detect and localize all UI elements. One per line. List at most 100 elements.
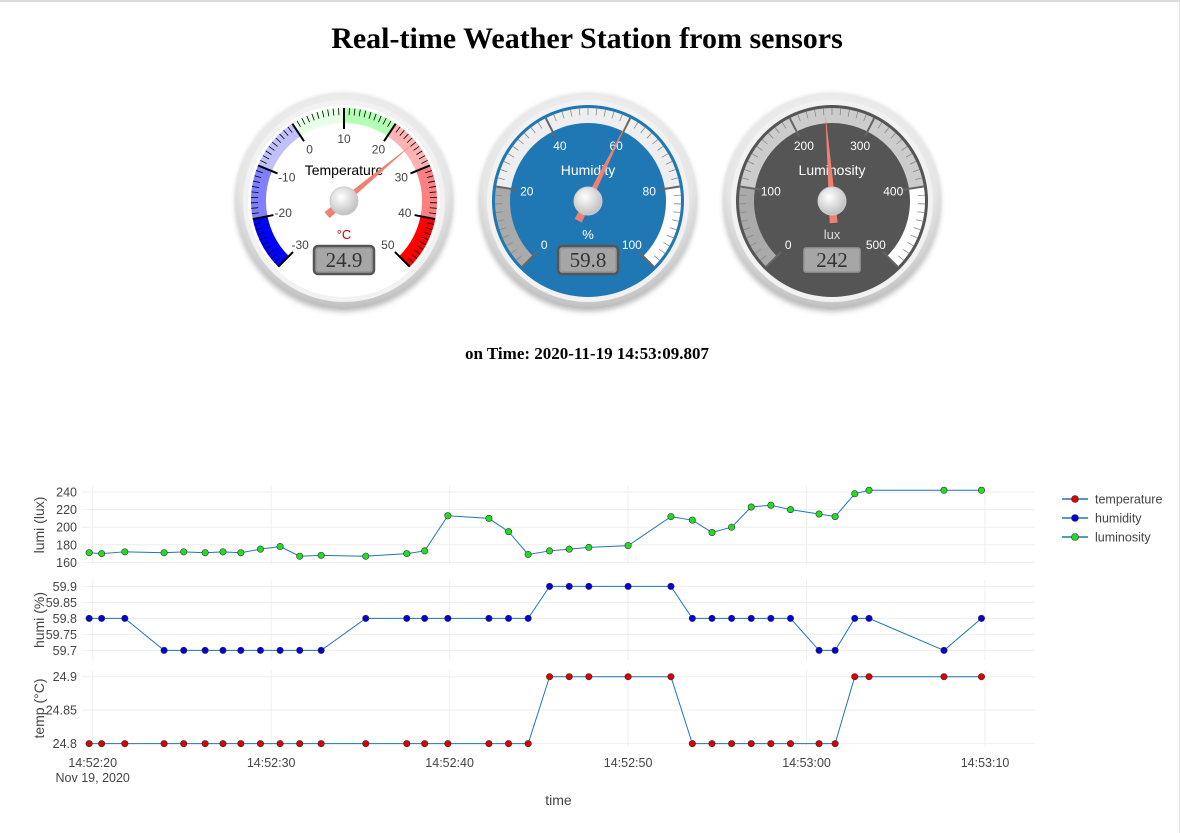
data-point-temperature[interactable] bbox=[317, 740, 325, 748]
data-point-luminosity[interactable] bbox=[624, 542, 632, 550]
data-point-luminosity[interactable] bbox=[767, 501, 775, 509]
data-point-humidity[interactable] bbox=[219, 646, 227, 654]
data-point-luminosity[interactable] bbox=[585, 543, 593, 551]
legend-item-luminosity[interactable]: luminosity bbox=[1062, 531, 1151, 545]
data-point-luminosity[interactable] bbox=[546, 547, 554, 555]
data-point-humidity[interactable] bbox=[708, 614, 716, 622]
data-point-temperature[interactable] bbox=[403, 740, 411, 748]
data-point-luminosity[interactable] bbox=[403, 550, 411, 558]
data-point-temperature[interactable] bbox=[624, 673, 632, 681]
data-point-humidity[interactable] bbox=[565, 582, 573, 590]
data-point-humidity[interactable] bbox=[121, 614, 129, 622]
data-point-temperature[interactable] bbox=[237, 740, 245, 748]
data-point-luminosity[interactable] bbox=[708, 528, 716, 536]
data-point-temperature[interactable] bbox=[815, 740, 823, 748]
data-point-humidity[interactable] bbox=[831, 646, 839, 654]
data-point-humidity[interactable] bbox=[728, 614, 736, 622]
data-point-humidity[interactable] bbox=[180, 646, 188, 654]
data-point-luminosity[interactable] bbox=[237, 549, 245, 557]
data-point-luminosity[interactable] bbox=[851, 490, 859, 498]
data-point-temperature[interactable] bbox=[940, 673, 948, 681]
data-point-temperature[interactable] bbox=[708, 740, 716, 748]
data-point-luminosity[interactable] bbox=[362, 552, 370, 560]
data-point-luminosity[interactable] bbox=[940, 486, 948, 494]
data-point-luminosity[interactable] bbox=[787, 506, 795, 514]
data-point-temperature[interactable] bbox=[688, 740, 696, 748]
data-point-luminosity[interactable] bbox=[565, 545, 573, 553]
data-point-humidity[interactable] bbox=[767, 614, 775, 622]
data-point-temperature[interactable] bbox=[160, 740, 168, 748]
data-point-humidity[interactable] bbox=[940, 646, 948, 654]
data-point-temperature[interactable] bbox=[362, 740, 370, 748]
data-point-humidity[interactable] bbox=[237, 646, 245, 654]
data-point-humidity[interactable] bbox=[98, 614, 106, 622]
data-point-temperature[interactable] bbox=[98, 740, 106, 748]
data-point-humidity[interactable] bbox=[688, 614, 696, 622]
data-point-luminosity[interactable] bbox=[121, 548, 129, 556]
data-point-luminosity[interactable] bbox=[505, 528, 513, 536]
data-point-humidity[interactable] bbox=[977, 614, 985, 622]
data-point-luminosity[interactable] bbox=[865, 486, 873, 494]
data-point-temperature[interactable] bbox=[747, 740, 755, 748]
data-point-temperature[interactable] bbox=[667, 673, 675, 681]
data-point-temperature[interactable] bbox=[505, 740, 513, 748]
data-point-humidity[interactable] bbox=[201, 646, 209, 654]
data-point-humidity[interactable] bbox=[421, 614, 429, 622]
data-point-humidity[interactable] bbox=[815, 646, 823, 654]
data-point-luminosity[interactable] bbox=[85, 549, 93, 557]
data-point-luminosity[interactable] bbox=[219, 548, 227, 556]
sensor-history-chart[interactable]: 160 180 200 220 240 lumi (lux) 59.7 59.75 59.8 59… bbox=[0, 470, 1180, 820]
data-point-humidity[interactable] bbox=[444, 614, 452, 622]
data-point-humidity[interactable] bbox=[851, 614, 859, 622]
data-point-temperature[interactable] bbox=[585, 673, 593, 681]
data-point-temperature[interactable] bbox=[485, 740, 493, 748]
data-point-temperature[interactable] bbox=[276, 740, 284, 748]
data-point-humidity[interactable] bbox=[485, 614, 493, 622]
data-point-luminosity[interactable] bbox=[977, 486, 985, 494]
data-point-humidity[interactable] bbox=[85, 614, 93, 622]
data-point-luminosity[interactable] bbox=[276, 543, 284, 551]
data-point-luminosity[interactable] bbox=[815, 510, 823, 518]
data-point-luminosity[interactable] bbox=[688, 516, 696, 524]
data-point-luminosity[interactable] bbox=[296, 552, 304, 560]
data-point-humidity[interactable] bbox=[865, 614, 873, 622]
data-point-luminosity[interactable] bbox=[728, 523, 736, 531]
data-point-humidity[interactable] bbox=[276, 646, 284, 654]
data-point-temperature[interactable] bbox=[256, 740, 264, 748]
data-point-humidity[interactable] bbox=[403, 614, 411, 622]
data-point-temperature[interactable] bbox=[524, 740, 532, 748]
data-point-luminosity[interactable] bbox=[180, 548, 188, 556]
data-point-humidity[interactable] bbox=[317, 646, 325, 654]
data-point-humidity[interactable] bbox=[362, 614, 370, 622]
data-point-humidity[interactable] bbox=[505, 614, 513, 622]
data-point-luminosity[interactable] bbox=[831, 513, 839, 521]
data-point-temperature[interactable] bbox=[787, 740, 795, 748]
data-point-temperature[interactable] bbox=[546, 673, 554, 681]
data-point-temperature[interactable] bbox=[767, 740, 775, 748]
data-point-luminosity[interactable] bbox=[747, 503, 755, 511]
data-point-luminosity[interactable] bbox=[485, 514, 493, 522]
data-point-temperature[interactable] bbox=[421, 740, 429, 748]
data-point-luminosity[interactable] bbox=[421, 547, 429, 555]
data-point-temperature[interactable] bbox=[851, 673, 859, 681]
data-point-luminosity[interactable] bbox=[444, 512, 452, 520]
data-point-humidity[interactable] bbox=[747, 614, 755, 622]
data-point-temperature[interactable] bbox=[865, 673, 873, 681]
data-point-luminosity[interactable] bbox=[317, 551, 325, 559]
data-point-humidity[interactable] bbox=[667, 582, 675, 590]
data-point-luminosity[interactable] bbox=[160, 549, 168, 557]
data-point-temperature[interactable] bbox=[180, 740, 188, 748]
data-point-humidity[interactable] bbox=[585, 582, 593, 590]
data-point-luminosity[interactable] bbox=[98, 550, 106, 558]
data-point-humidity[interactable] bbox=[787, 614, 795, 622]
data-point-temperature[interactable] bbox=[85, 740, 93, 748]
data-point-luminosity[interactable] bbox=[667, 513, 675, 521]
data-point-humidity[interactable] bbox=[546, 582, 554, 590]
data-point-temperature[interactable] bbox=[296, 740, 304, 748]
legend-item-humidity[interactable]: humidity bbox=[1062, 512, 1142, 526]
data-point-luminosity[interactable] bbox=[201, 549, 209, 557]
data-point-temperature[interactable] bbox=[977, 673, 985, 681]
data-point-temperature[interactable] bbox=[831, 740, 839, 748]
data-point-humidity[interactable] bbox=[524, 614, 532, 622]
data-point-humidity[interactable] bbox=[624, 582, 632, 590]
